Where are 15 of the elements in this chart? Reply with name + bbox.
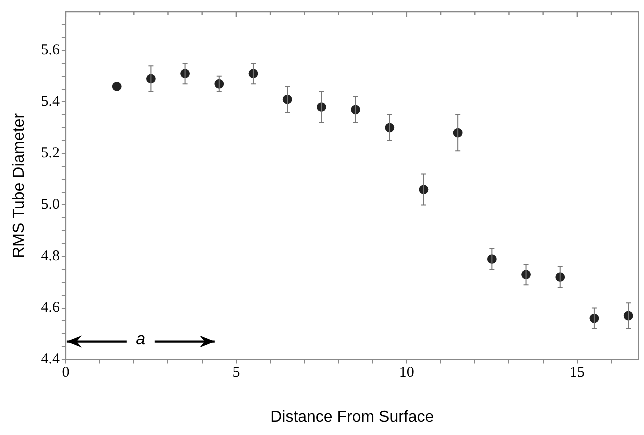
x-tick-label: 5 [232,365,240,382]
y-tick-label: 5.2 [41,146,60,162]
x-tick-label: 10 [399,365,414,382]
y-tick-label: 5.6 [41,42,60,59]
x-tick-label: 15 [570,365,585,382]
y-tick-label: 4.8 [41,248,60,265]
y-tick-label: 4.4 [41,352,60,368]
x-axis-title: Distance From Surface [270,408,434,426]
annotation: a [136,330,146,349]
point [112,82,122,92]
y-tick-label: 4.6 [41,300,60,316]
y-axis-title: RMS Tube Diameter [11,112,28,258]
y-tick-label: 5.0 [41,197,60,214]
y-tick-label: 5.4 [41,94,60,110]
x-tick-label: 0 [62,365,70,382]
